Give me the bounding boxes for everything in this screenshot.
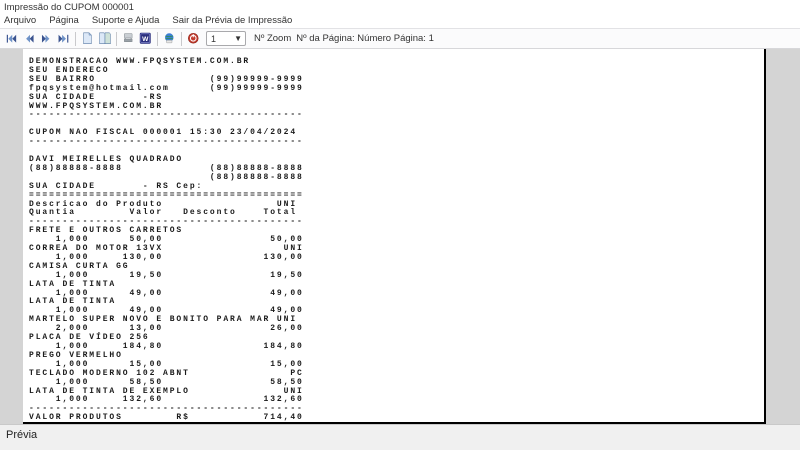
svg-text:W: W <box>142 36 149 43</box>
